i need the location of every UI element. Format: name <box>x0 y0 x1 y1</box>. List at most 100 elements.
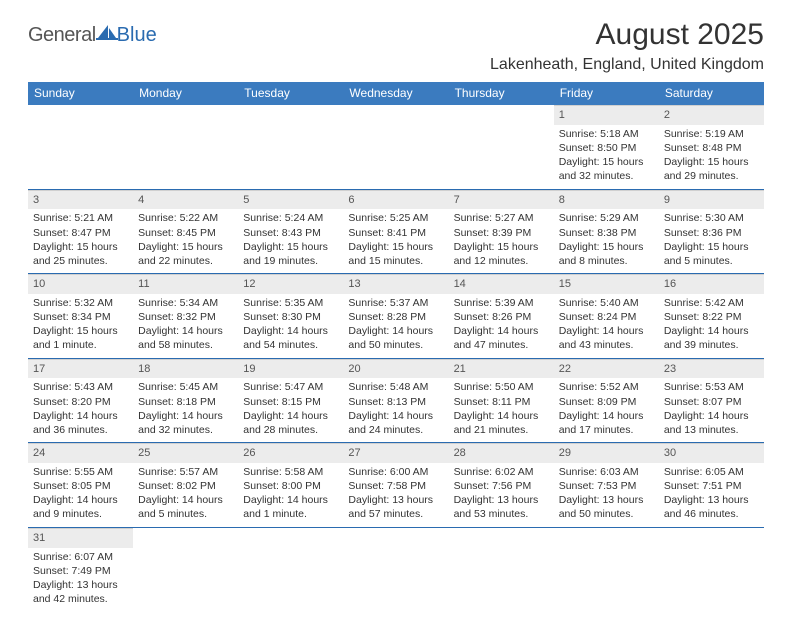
daylight-line-2: and 50 minutes. <box>559 507 654 521</box>
day-number: 25 <box>133 443 238 463</box>
daylight-line-2: and 13 minutes. <box>664 423 759 437</box>
daylight-line-1: Daylight: 15 hours <box>33 324 128 338</box>
day-cell: 31Sunrise: 6:07 AMSunset: 7:49 PMDayligh… <box>28 527 133 611</box>
day-cell <box>449 527 554 611</box>
daylight-line-2: and 24 minutes. <box>348 423 443 437</box>
day-cell: 30Sunrise: 6:05 AMSunset: 7:51 PMDayligh… <box>659 443 764 528</box>
day-number: 8 <box>554 190 659 210</box>
day-cell <box>554 527 659 611</box>
sunset-line: Sunset: 8:11 PM <box>454 395 549 409</box>
sunset-line: Sunset: 8:34 PM <box>33 310 128 324</box>
day-number: 10 <box>28 274 133 294</box>
day-cell: 26Sunrise: 5:58 AMSunset: 8:00 PMDayligh… <box>238 443 343 528</box>
day-number: 24 <box>28 443 133 463</box>
sunrise-line: Sunrise: 5:22 AM <box>138 211 233 225</box>
daylight-line-2: and 5 minutes. <box>664 254 759 268</box>
day-number: 30 <box>659 443 764 463</box>
daylight-line-1: Daylight: 14 hours <box>454 409 549 423</box>
daylight-line-2: and 50 minutes. <box>348 338 443 352</box>
sunrise-line: Sunrise: 6:07 AM <box>33 550 128 564</box>
day-number: 21 <box>449 359 554 379</box>
daylight-line-2: and 54 minutes. <box>243 338 338 352</box>
sunset-line: Sunset: 8:07 PM <box>664 395 759 409</box>
sunrise-line: Sunrise: 6:05 AM <box>664 465 759 479</box>
day-cell <box>659 527 764 611</box>
sunset-line: Sunset: 8:43 PM <box>243 226 338 240</box>
sunset-line: Sunset: 8:32 PM <box>138 310 233 324</box>
daylight-line-1: Daylight: 14 hours <box>138 493 233 507</box>
daylight-line-1: Daylight: 15 hours <box>664 155 759 169</box>
daylight-line-2: and 1 minute. <box>33 338 128 352</box>
day-cell: 9Sunrise: 5:30 AMSunset: 8:36 PMDaylight… <box>659 189 764 274</box>
day-cell: 27Sunrise: 6:00 AMSunset: 7:58 PMDayligh… <box>343 443 448 528</box>
daylight-line-2: and 15 minutes. <box>348 254 443 268</box>
day-cell: 15Sunrise: 5:40 AMSunset: 8:24 PMDayligh… <box>554 274 659 359</box>
daylight-line-1: Daylight: 13 hours <box>664 493 759 507</box>
sunrise-line: Sunrise: 5:30 AM <box>664 211 759 225</box>
sunset-line: Sunset: 8:15 PM <box>243 395 338 409</box>
daylight-line-1: Daylight: 15 hours <box>243 240 338 254</box>
week-row: 10Sunrise: 5:32 AMSunset: 8:34 PMDayligh… <box>28 274 764 359</box>
daylight-line-1: Daylight: 14 hours <box>243 324 338 338</box>
page-title: August 2025 <box>490 18 764 52</box>
brand-logo: General Blue <box>28 24 157 47</box>
day-cell: 24Sunrise: 5:55 AMSunset: 8:05 PMDayligh… <box>28 443 133 528</box>
day-number: 18 <box>133 359 238 379</box>
sunrise-line: Sunrise: 6:03 AM <box>559 465 654 479</box>
daylight-line-1: Daylight: 14 hours <box>138 324 233 338</box>
day-cell: 1Sunrise: 5:18 AMSunset: 8:50 PMDaylight… <box>554 105 659 190</box>
day-number: 13 <box>343 274 448 294</box>
sunrise-line: Sunrise: 5:35 AM <box>243 296 338 310</box>
day-cell: 28Sunrise: 6:02 AMSunset: 7:56 PMDayligh… <box>449 443 554 528</box>
day-number: 16 <box>659 274 764 294</box>
sunset-line: Sunset: 8:47 PM <box>33 226 128 240</box>
day-number: 17 <box>28 359 133 379</box>
sunset-line: Sunset: 8:20 PM <box>33 395 128 409</box>
day-number: 6 <box>343 190 448 210</box>
week-row: 1Sunrise: 5:18 AMSunset: 8:50 PMDaylight… <box>28 105 764 190</box>
sunrise-line: Sunrise: 6:02 AM <box>454 465 549 479</box>
day-cell: 13Sunrise: 5:37 AMSunset: 8:28 PMDayligh… <box>343 274 448 359</box>
sunset-line: Sunset: 8:18 PM <box>138 395 233 409</box>
sunset-line: Sunset: 8:02 PM <box>138 479 233 493</box>
week-row: 24Sunrise: 5:55 AMSunset: 8:05 PMDayligh… <box>28 443 764 528</box>
sunrise-line: Sunrise: 5:34 AM <box>138 296 233 310</box>
sunrise-line: Sunrise: 5:39 AM <box>454 296 549 310</box>
daylight-line-2: and 47 minutes. <box>454 338 549 352</box>
daylight-line-2: and 58 minutes. <box>138 338 233 352</box>
day-cell <box>133 105 238 190</box>
daylight-line-1: Daylight: 15 hours <box>348 240 443 254</box>
sunset-line: Sunset: 8:48 PM <box>664 141 759 155</box>
daylight-line-1: Daylight: 14 hours <box>33 409 128 423</box>
daylight-line-2: and 22 minutes. <box>138 254 233 268</box>
sunrise-line: Sunrise: 5:47 AM <box>243 380 338 394</box>
sunset-line: Sunset: 8:09 PM <box>559 395 654 409</box>
daylight-line-2: and 42 minutes. <box>33 592 128 606</box>
day-cell: 2Sunrise: 5:19 AMSunset: 8:48 PMDaylight… <box>659 105 764 190</box>
sunset-line: Sunset: 8:26 PM <box>454 310 549 324</box>
day-cell: 21Sunrise: 5:50 AMSunset: 8:11 PMDayligh… <box>449 358 554 443</box>
daylight-line-2: and 39 minutes. <box>664 338 759 352</box>
day-number: 31 <box>28 528 133 548</box>
daylight-line-1: Daylight: 13 hours <box>33 578 128 592</box>
day-cell: 23Sunrise: 5:53 AMSunset: 8:07 PMDayligh… <box>659 358 764 443</box>
day-cell <box>28 105 133 190</box>
sunrise-line: Sunrise: 5:57 AM <box>138 465 233 479</box>
daylight-line-2: and 21 minutes. <box>454 423 549 437</box>
day-cell <box>133 527 238 611</box>
day-cell: 8Sunrise: 5:29 AMSunset: 8:38 PMDaylight… <box>554 189 659 274</box>
day-number: 15 <box>554 274 659 294</box>
sunrise-line: Sunrise: 5:40 AM <box>559 296 654 310</box>
daylight-line-1: Daylight: 15 hours <box>33 240 128 254</box>
week-row: 31Sunrise: 6:07 AMSunset: 7:49 PMDayligh… <box>28 527 764 611</box>
day-cell: 6Sunrise: 5:25 AMSunset: 8:41 PMDaylight… <box>343 189 448 274</box>
weekday-header: Thursday <box>449 82 554 105</box>
daylight-line-1: Daylight: 15 hours <box>454 240 549 254</box>
sunrise-line: Sunrise: 5:37 AM <box>348 296 443 310</box>
day-cell: 12Sunrise: 5:35 AMSunset: 8:30 PMDayligh… <box>238 274 343 359</box>
daylight-line-2: and 19 minutes. <box>243 254 338 268</box>
daylight-line-1: Daylight: 14 hours <box>559 324 654 338</box>
day-cell: 10Sunrise: 5:32 AMSunset: 8:34 PMDayligh… <box>28 274 133 359</box>
day-number: 22 <box>554 359 659 379</box>
sunrise-line: Sunrise: 5:45 AM <box>138 380 233 394</box>
